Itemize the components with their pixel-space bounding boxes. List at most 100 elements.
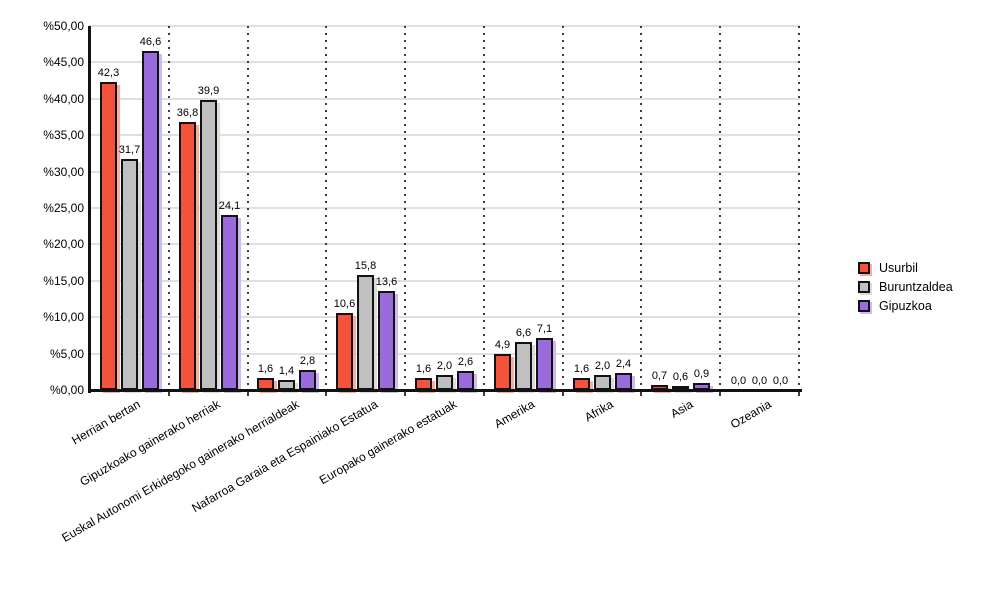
y-axis-tick-label: %50,00 (43, 19, 84, 33)
category-separator-line (798, 26, 800, 390)
x-axis-tick (483, 392, 485, 396)
bar-buruntzaldea-cat4 (436, 375, 453, 390)
legend-label-usurbil: Usurbil (879, 261, 918, 275)
bar-usurbil-cat1 (179, 122, 196, 390)
legend-swatch-buruntzaldea-icon (858, 281, 870, 293)
y-axis-tick-label: %20,00 (43, 237, 84, 251)
y-axis-tick-label: %35,00 (43, 128, 84, 142)
gridline (89, 353, 800, 355)
bar-value-label: 0,7 (651, 370, 668, 382)
y-axis-tick-label: %15,00 (43, 274, 84, 288)
x-axis-tick (798, 392, 800, 396)
bar-value-label: 2,0 (436, 360, 453, 372)
x-axis-tick (719, 392, 721, 396)
bar-value-label: 10,6 (333, 298, 356, 310)
legend-label-buruntzaldea: Buruntzaldea (879, 280, 953, 294)
gridline (89, 243, 800, 245)
bar-value-label: 2,0 (594, 360, 611, 372)
legend-item-buruntzaldea: Buruntzaldea (858, 280, 953, 294)
bar-value-label: 2,6 (457, 356, 474, 368)
gridline (89, 98, 800, 100)
bar-value-label: 1,6 (415, 363, 432, 375)
bar-value-label: 0,6 (672, 371, 689, 383)
category-separator-line (404, 26, 406, 390)
gridline (89, 61, 800, 63)
gridline (89, 207, 800, 209)
bar-gipuzkoa-cat3 (378, 291, 395, 390)
x-axis-tick (640, 392, 642, 396)
category-separator-line (483, 26, 485, 390)
legend-swatch-gipuzkoa-icon (858, 300, 870, 312)
bar-value-label: 13,6 (375, 276, 398, 288)
bar-value-label: 0,0 (772, 375, 789, 387)
bar-value-label: 42,3 (97, 67, 120, 79)
x-axis-tick (247, 392, 249, 396)
category-separator-line (562, 26, 564, 390)
gridline (89, 316, 800, 318)
y-axis-tick-label: %40,00 (43, 92, 84, 106)
bar-value-label: 2,8 (299, 355, 316, 367)
bar-usurbil-cat0 (100, 82, 117, 390)
gridline (89, 280, 800, 282)
legend-item-usurbil: Usurbil (858, 261, 953, 275)
bar-value-label: 24,1 (218, 200, 241, 212)
y-axis-tick-label: %45,00 (43, 55, 84, 69)
y-axis-tick-label: %30,00 (43, 165, 84, 179)
x-axis-tick (404, 392, 406, 396)
bar-value-label: 2,4 (615, 358, 632, 370)
category-separator-line (640, 26, 642, 390)
bar-value-label: 1,6 (257, 363, 274, 375)
bar-value-label: 4,9 (494, 339, 511, 351)
bar-value-label: 1,6 (573, 363, 590, 375)
bar-value-label: 0,0 (730, 375, 747, 387)
x-axis-tick (325, 392, 327, 396)
x-category-label: Europako gainerako estatuak (316, 397, 459, 488)
y-axis-line (88, 26, 91, 393)
y-axis-tick-label: %5,00 (49, 347, 84, 361)
x-category-label: Afrika (582, 397, 616, 425)
x-axis-line (88, 389, 802, 392)
bar-gipuzkoa-cat1 (221, 215, 238, 390)
x-axis-tick (168, 392, 170, 396)
bar-value-label: 0,9 (693, 368, 710, 380)
bar-usurbil-cat5 (494, 354, 511, 390)
bar-value-label: 31,7 (118, 144, 141, 156)
bar-value-label: 6,6 (515, 327, 532, 339)
bar-buruntzaldea-cat0 (121, 159, 138, 390)
category-separator-line (168, 26, 170, 390)
legend-label-gipuzkoa: Gipuzkoa (879, 299, 932, 313)
bar-buruntzaldea-cat1 (200, 100, 217, 390)
bar-value-label: 0,0 (751, 375, 768, 387)
bar-value-label: 46,6 (139, 36, 162, 48)
bar-gipuzkoa-cat6 (615, 373, 632, 390)
bar-buruntzaldea-cat3 (357, 275, 374, 390)
bar-buruntzaldea-cat5 (515, 342, 532, 390)
x-category-label: Amerika (491, 397, 537, 432)
x-category-label: Ozeania (728, 397, 774, 432)
category-separator-line (719, 26, 721, 390)
y-axis-tick-label: %0,00 (49, 383, 84, 397)
y-axis-tick-label: %25,00 (43, 201, 84, 215)
y-axis-tick-label: %10,00 (43, 310, 84, 324)
category-separator-line (325, 26, 327, 390)
x-category-label: Gipuzkoako gainerako herriak (76, 397, 222, 489)
gridline (89, 171, 800, 173)
bar-value-label: 7,1 (536, 323, 553, 335)
bar-value-label: 15,8 (354, 260, 377, 272)
legend: Usurbil Buruntzaldea Gipuzkoa (858, 261, 953, 318)
gridline (89, 25, 800, 27)
gridline (89, 134, 800, 136)
bar-gipuzkoa-cat4 (457, 371, 474, 390)
legend-swatch-usurbil-icon (858, 262, 870, 274)
bar-value-label: 39,9 (197, 85, 220, 97)
category-separator-line (247, 26, 249, 390)
x-category-label: Asia (667, 397, 695, 421)
bar-gipuzkoa-cat2 (299, 370, 316, 390)
bar-gipuzkoa-cat0 (142, 51, 159, 390)
x-category-label: Herrian bertan (69, 397, 143, 448)
bar-value-label: 1,4 (278, 365, 295, 377)
bar-usurbil-cat3 (336, 313, 353, 390)
x-axis-tick (562, 392, 564, 396)
bar-gipuzkoa-cat5 (536, 338, 553, 390)
